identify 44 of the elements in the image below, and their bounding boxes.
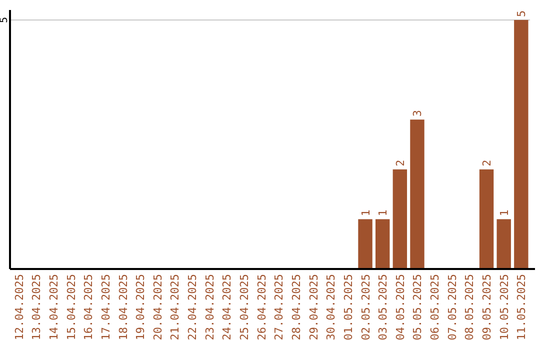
x-tick-label: 18.04.2025 bbox=[116, 274, 130, 340]
x-tick-label: 14.04.2025 bbox=[47, 274, 60, 340]
x-tick-label: 10.05.2025 bbox=[498, 274, 511, 340]
bar bbox=[410, 120, 424, 269]
bar bbox=[375, 219, 390, 269]
bar bbox=[514, 20, 528, 269]
x-tick-label: 11.05.2025 bbox=[515, 274, 528, 340]
x-tick-label: 17.04.2025 bbox=[99, 274, 112, 340]
bar bbox=[392, 169, 408, 269]
x-tick-label: 22.04.2025 bbox=[186, 274, 200, 340]
x-tick-label: 19.04.2025 bbox=[134, 274, 148, 340]
data-label: 1 bbox=[359, 210, 372, 216]
x-tick-label: 13.04.2025 bbox=[30, 274, 44, 340]
x-tick-label: 08.05.2025 bbox=[463, 274, 476, 340]
x-tick-label: 04.05.2025 bbox=[394, 274, 407, 340]
x-tick-label: 05.05.2025 bbox=[411, 274, 424, 340]
x-tick-label: 06.05.2025 bbox=[428, 274, 442, 340]
bar bbox=[496, 219, 511, 269]
x-tick-label: 21.04.2025 bbox=[168, 274, 182, 340]
x-tick-label: 20.04.2025 bbox=[151, 274, 164, 340]
x-tick-label: 29.04.2025 bbox=[307, 274, 320, 340]
data-label: 5 bbox=[515, 10, 528, 17]
x-tick-label: 12.04.2025 bbox=[12, 274, 26, 340]
data-label: 3 bbox=[411, 110, 424, 117]
x-tick-label: 03.05.2025 bbox=[376, 274, 390, 340]
x-tick-label: 16.04.2025 bbox=[82, 274, 96, 340]
x-tick-label: 27.04.2025 bbox=[272, 274, 286, 340]
x-tick-label: 01.05.2025 bbox=[342, 274, 355, 340]
bar bbox=[358, 219, 372, 269]
x-tick-label: 09.05.2025 bbox=[480, 274, 494, 340]
x-tick-label: 28.04.2025 bbox=[290, 274, 303, 340]
bar bbox=[479, 169, 494, 269]
data-label: 2 bbox=[480, 160, 494, 166]
data-label: 2 bbox=[394, 160, 407, 166]
x-tick-label: 30.04.2025 bbox=[324, 274, 338, 340]
data-label: 1 bbox=[376, 210, 390, 216]
x-tick-label: 24.04.2025 bbox=[220, 274, 234, 340]
x-tick-label: 26.04.2025 bbox=[255, 274, 268, 340]
x-tick-label: 25.04.2025 bbox=[238, 274, 252, 340]
data-label: 1 bbox=[498, 210, 511, 216]
x-tick-label: 15.04.2025 bbox=[64, 274, 78, 340]
x-tick-label: 07.05.2025 bbox=[446, 274, 459, 340]
x-tick-label: 02.05.2025 bbox=[359, 274, 372, 340]
x-tick-label: 23.04.2025 bbox=[203, 274, 216, 340]
